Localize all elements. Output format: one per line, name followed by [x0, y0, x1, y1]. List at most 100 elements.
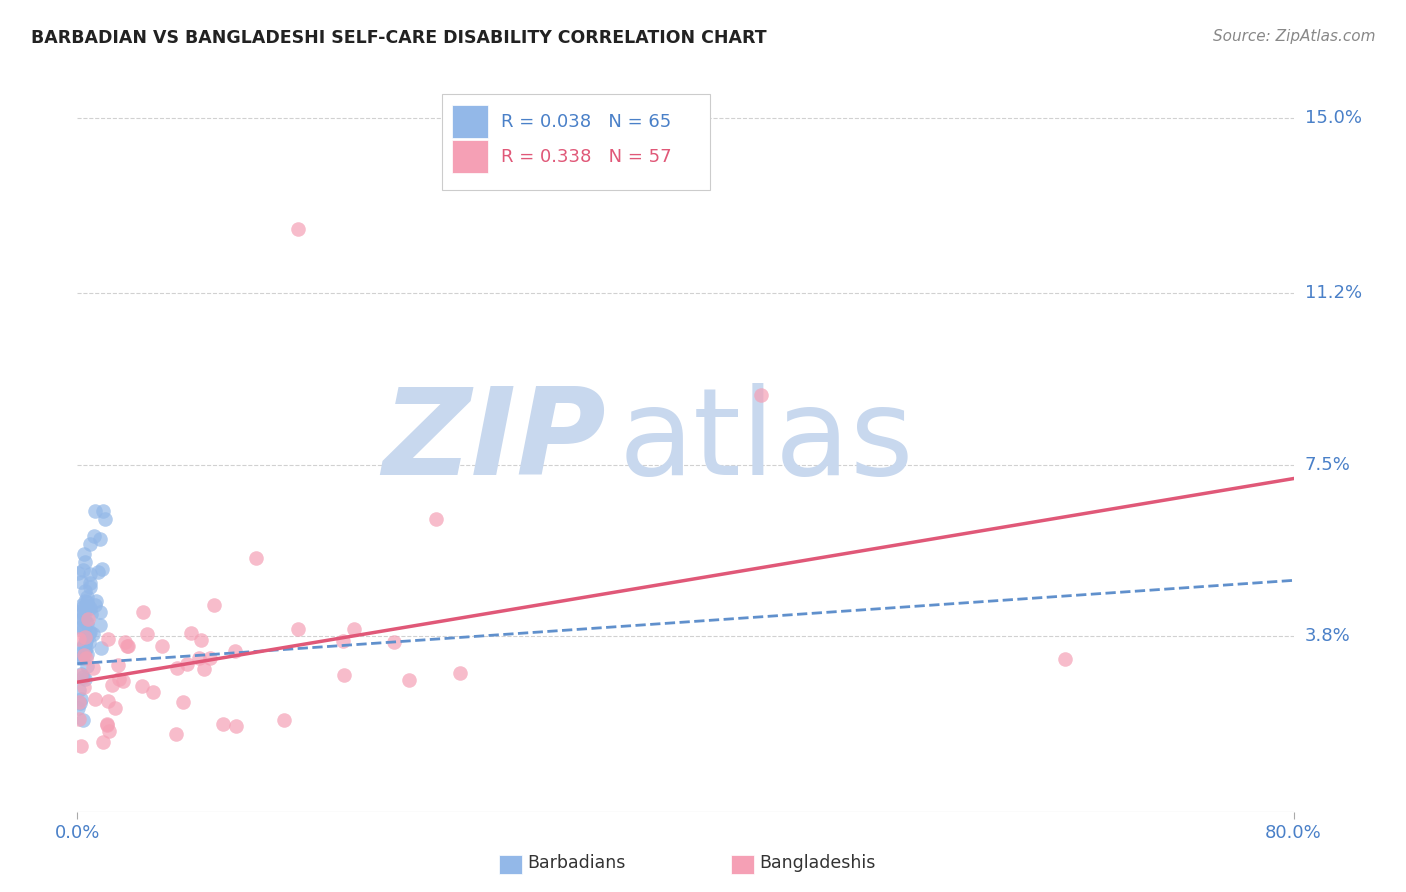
Text: Bangladeshis: Bangladeshis	[759, 855, 876, 872]
Text: Source: ZipAtlas.com: Source: ZipAtlas.com	[1212, 29, 1375, 44]
Point	[96, 717, 118, 731]
Point	[75, 601, 97, 615]
Point	[172, 695, 194, 709]
Point	[76, 616, 98, 631]
Point	[96, 718, 118, 732]
Point	[91, 562, 114, 576]
Point	[79, 580, 101, 594]
Point	[76, 659, 98, 673]
Point	[104, 700, 127, 714]
Point	[96, 693, 118, 707]
Point	[73, 648, 96, 662]
Point	[190, 633, 212, 648]
Point	[72, 637, 94, 651]
Point	[75, 651, 97, 665]
Point	[70, 598, 93, 612]
Point	[70, 666, 93, 681]
Point	[94, 512, 117, 526]
Point	[72, 614, 94, 628]
Point	[165, 727, 187, 741]
Point	[87, 565, 110, 579]
Point	[287, 221, 309, 235]
Point	[72, 599, 94, 614]
Point	[76, 647, 98, 661]
Point	[97, 724, 120, 739]
Point	[89, 605, 111, 619]
Point	[73, 637, 96, 651]
Point	[115, 639, 138, 653]
Point	[75, 640, 97, 655]
Text: ZIP: ZIP	[382, 383, 606, 500]
Point	[224, 644, 246, 658]
Point	[131, 605, 153, 619]
Point	[79, 607, 101, 621]
Point	[131, 679, 153, 693]
Point	[343, 622, 366, 636]
Point	[73, 621, 96, 635]
Point	[273, 714, 295, 728]
Point	[83, 529, 105, 543]
Point	[332, 634, 354, 648]
Point	[69, 620, 91, 634]
Point	[67, 566, 90, 580]
Point	[84, 594, 107, 608]
Point	[77, 634, 100, 648]
Text: 7.5%: 7.5%	[1305, 456, 1351, 474]
Point	[70, 650, 93, 665]
Point	[70, 574, 93, 589]
Point	[111, 674, 134, 689]
Point	[83, 598, 105, 612]
Point	[114, 635, 136, 649]
Point	[73, 610, 96, 624]
Point	[751, 388, 773, 402]
Point	[72, 670, 94, 684]
Point	[72, 605, 94, 619]
Point	[142, 685, 165, 699]
Point	[79, 566, 101, 581]
Point	[333, 668, 356, 682]
Point	[70, 739, 93, 753]
Point	[180, 626, 202, 640]
Point	[245, 551, 267, 566]
Point	[75, 616, 97, 631]
Point	[90, 640, 112, 655]
Point	[93, 735, 115, 749]
Point	[73, 630, 96, 644]
FancyBboxPatch shape	[441, 94, 710, 190]
Point	[425, 512, 447, 526]
Point	[75, 633, 97, 648]
Point	[66, 700, 89, 714]
Text: atlas: atlas	[619, 383, 914, 500]
Point	[83, 504, 105, 518]
Point	[1054, 652, 1077, 666]
Point	[77, 599, 100, 614]
Point	[70, 604, 93, 618]
Point	[382, 634, 405, 648]
Point	[176, 657, 198, 671]
Point	[187, 651, 209, 665]
Point	[166, 660, 188, 674]
Point	[83, 692, 105, 706]
Point	[150, 639, 173, 653]
Text: R = 0.338   N = 57: R = 0.338 N = 57	[501, 147, 671, 166]
Point	[67, 695, 90, 709]
Point	[73, 594, 96, 608]
Point	[67, 682, 90, 697]
Point	[70, 622, 93, 636]
Point	[72, 563, 94, 577]
Point	[101, 678, 124, 692]
Point	[76, 594, 98, 608]
Text: Barbadians: Barbadians	[527, 855, 626, 872]
Point	[93, 504, 115, 518]
Point	[135, 627, 157, 641]
Text: R = 0.038   N = 65: R = 0.038 N = 65	[501, 112, 671, 131]
Point	[108, 672, 131, 686]
Point	[73, 681, 96, 695]
Point	[79, 575, 101, 590]
Point	[69, 696, 91, 710]
Text: BARBADIAN VS BANGLADESHI SELF-CARE DISABILITY CORRELATION CHART: BARBADIAN VS BANGLADESHI SELF-CARE DISAB…	[31, 29, 766, 46]
Point	[73, 555, 96, 569]
Point	[72, 640, 94, 655]
Point	[70, 611, 93, 625]
Text: 3.8%: 3.8%	[1305, 627, 1350, 645]
